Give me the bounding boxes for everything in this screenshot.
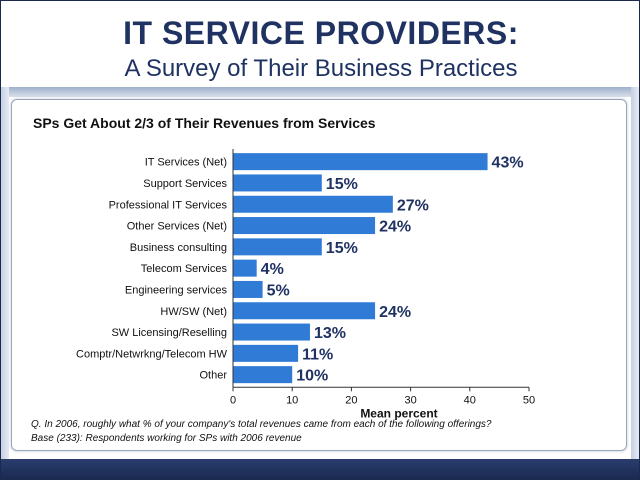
chart-title: SPs Get About 2/3 of Their Revenues from… (33, 115, 376, 131)
question-note: Q. In 2006, roughly what % of your compa… (31, 419, 492, 430)
bar (233, 302, 376, 320)
category-label: HW/SW (Net) (160, 306, 227, 318)
data-label: 13% (314, 325, 346, 342)
category-label: Engineering services (125, 284, 228, 296)
right-border (631, 87, 639, 461)
bar (233, 323, 310, 341)
category-label: IT Services (Net) (145, 157, 227, 169)
page-subtitle: A Survey of Their Business Practices (124, 55, 518, 82)
bar (233, 366, 293, 384)
x-tick-label: 30 (404, 394, 416, 406)
data-label: 27% (397, 197, 429, 214)
category-label: Professional IT Services (109, 199, 228, 211)
x-tick-label: 50 (523, 394, 535, 406)
data-label: 24% (379, 304, 411, 321)
category-label: SW Licensing/Reselling (111, 327, 227, 339)
data-label: 15% (326, 240, 358, 257)
bar (233, 174, 322, 192)
bar (233, 259, 257, 277)
data-label: 11% (302, 346, 333, 363)
category-label: Telecom Services (141, 263, 228, 275)
header-band (1, 87, 639, 97)
bar (233, 217, 376, 235)
footer-bar (1, 459, 639, 479)
category-label: Business consulting (130, 242, 227, 254)
data-label: 15% (326, 176, 358, 193)
x-tick-label: 40 (464, 394, 476, 406)
base-note: Base (233): Respondents working for SPs … (31, 433, 302, 444)
bar (233, 153, 488, 171)
category-label: Other (199, 370, 227, 382)
data-label: 5% (267, 282, 290, 299)
data-label: 4% (261, 261, 284, 278)
bar (233, 280, 263, 298)
left-border (1, 87, 9, 461)
bar (233, 195, 393, 213)
page-title: IT SERVICE PROVIDERS: (123, 15, 519, 51)
category-label: Support Services (143, 178, 227, 190)
x-tick-label: 0 (230, 394, 236, 406)
data-label: 24% (379, 219, 411, 236)
bar (233, 344, 299, 362)
category-label: Comptr/Netwrkng/Telecom HW (76, 348, 228, 360)
x-axis-label: Mean percent (360, 406, 437, 420)
data-label: 43% (492, 155, 524, 172)
data-label: 10% (296, 368, 328, 385)
x-tick-label: 20 (345, 394, 357, 406)
category-label: Other Services (Net) (127, 221, 227, 233)
bar (233, 238, 322, 256)
x-tick-label: 10 (286, 394, 298, 406)
